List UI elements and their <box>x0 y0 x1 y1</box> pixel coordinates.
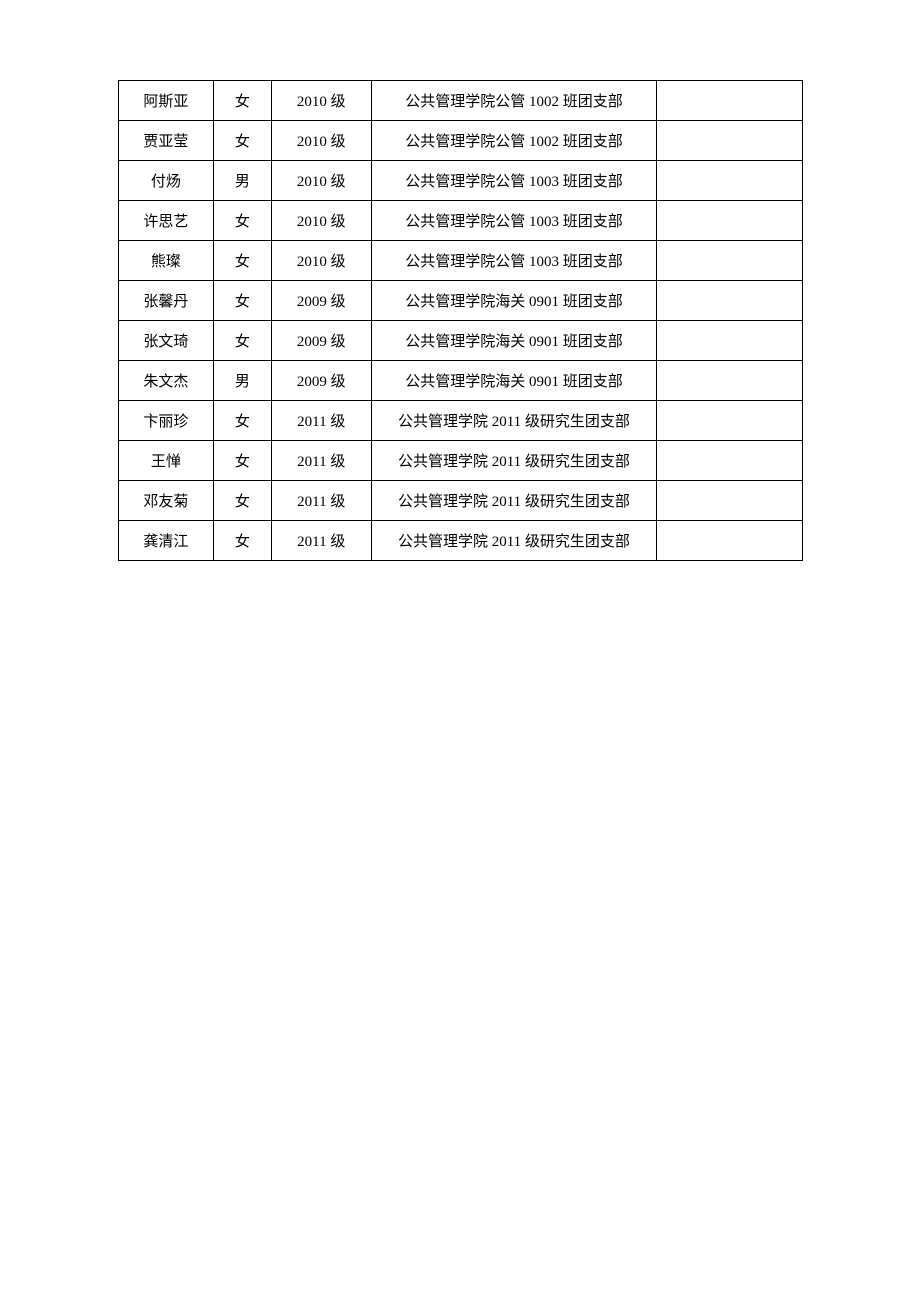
cell-empty <box>657 161 803 201</box>
cell-year: 2009 级 <box>271 361 371 401</box>
cell-gender: 女 <box>213 321 271 361</box>
table-row: 邓友菊 女 2011 级 公共管理学院 2011 级研究生团支部 <box>119 481 803 521</box>
cell-gender: 女 <box>213 201 271 241</box>
student-table-container: 阿斯亚 女 2010 级 公共管理学院公管 1002 班团支部 贾亚莹 女 20… <box>118 80 803 561</box>
cell-gender: 女 <box>213 281 271 321</box>
cell-dept: 公共管理学院海关 0901 班团支部 <box>371 321 657 361</box>
table-row: 付炀 男 2010 级 公共管理学院公管 1003 班团支部 <box>119 161 803 201</box>
cell-gender: 女 <box>213 81 271 121</box>
cell-dept: 公共管理学院海关 0901 班团支部 <box>371 361 657 401</box>
cell-dept: 公共管理学院公管 1003 班团支部 <box>371 241 657 281</box>
cell-gender: 女 <box>213 521 271 561</box>
cell-empty <box>657 81 803 121</box>
cell-empty <box>657 401 803 441</box>
cell-name: 龚清江 <box>119 521 214 561</box>
table-row: 张馨丹 女 2009 级 公共管理学院海关 0901 班团支部 <box>119 281 803 321</box>
table-row: 王惮 女 2011 级 公共管理学院 2011 级研究生团支部 <box>119 441 803 481</box>
cell-empty <box>657 361 803 401</box>
cell-dept: 公共管理学院 2011 级研究生团支部 <box>371 441 657 481</box>
cell-year: 2011 级 <box>271 441 371 481</box>
cell-gender: 女 <box>213 401 271 441</box>
cell-year: 2011 级 <box>271 521 371 561</box>
cell-name: 朱文杰 <box>119 361 214 401</box>
cell-year: 2011 级 <box>271 401 371 441</box>
cell-name: 邓友菊 <box>119 481 214 521</box>
cell-gender: 女 <box>213 481 271 521</box>
cell-empty <box>657 281 803 321</box>
cell-empty <box>657 121 803 161</box>
cell-year: 2010 级 <box>271 161 371 201</box>
cell-empty <box>657 241 803 281</box>
cell-dept: 公共管理学院 2011 级研究生团支部 <box>371 401 657 441</box>
cell-dept: 公共管理学院公管 1003 班团支部 <box>371 201 657 241</box>
cell-year: 2010 级 <box>271 121 371 161</box>
student-table: 阿斯亚 女 2010 级 公共管理学院公管 1002 班团支部 贾亚莹 女 20… <box>118 80 803 561</box>
cell-dept: 公共管理学院公管 1002 班团支部 <box>371 121 657 161</box>
cell-gender: 女 <box>213 121 271 161</box>
cell-name: 张馨丹 <box>119 281 214 321</box>
cell-dept: 公共管理学院公管 1003 班团支部 <box>371 161 657 201</box>
cell-year: 2009 级 <box>271 321 371 361</box>
table-row: 贾亚莹 女 2010 级 公共管理学院公管 1002 班团支部 <box>119 121 803 161</box>
cell-name: 张文琦 <box>119 321 214 361</box>
table-row: 卞丽珍 女 2011 级 公共管理学院 2011 级研究生团支部 <box>119 401 803 441</box>
table-row: 许思艺 女 2010 级 公共管理学院公管 1003 班团支部 <box>119 201 803 241</box>
cell-name: 王惮 <box>119 441 214 481</box>
cell-name: 卞丽珍 <box>119 401 214 441</box>
cell-year: 2010 级 <box>271 81 371 121</box>
cell-gender: 男 <box>213 161 271 201</box>
cell-dept: 公共管理学院海关 0901 班团支部 <box>371 281 657 321</box>
cell-name: 熊璨 <box>119 241 214 281</box>
table-row: 熊璨 女 2010 级 公共管理学院公管 1003 班团支部 <box>119 241 803 281</box>
cell-year: 2009 级 <box>271 281 371 321</box>
cell-gender: 女 <box>213 441 271 481</box>
cell-dept: 公共管理学院公管 1002 班团支部 <box>371 81 657 121</box>
cell-empty <box>657 321 803 361</box>
cell-gender: 女 <box>213 241 271 281</box>
cell-name: 贾亚莹 <box>119 121 214 161</box>
cell-gender: 男 <box>213 361 271 401</box>
cell-year: 2010 级 <box>271 241 371 281</box>
cell-year: 2010 级 <box>271 201 371 241</box>
cell-dept: 公共管理学院 2011 级研究生团支部 <box>371 481 657 521</box>
cell-empty <box>657 481 803 521</box>
table-row: 阿斯亚 女 2010 级 公共管理学院公管 1002 班团支部 <box>119 81 803 121</box>
table-row: 张文琦 女 2009 级 公共管理学院海关 0901 班团支部 <box>119 321 803 361</box>
cell-name: 许思艺 <box>119 201 214 241</box>
cell-dept: 公共管理学院 2011 级研究生团支部 <box>371 521 657 561</box>
table-row: 朱文杰 男 2009 级 公共管理学院海关 0901 班团支部 <box>119 361 803 401</box>
cell-empty <box>657 441 803 481</box>
cell-empty <box>657 201 803 241</box>
table-body: 阿斯亚 女 2010 级 公共管理学院公管 1002 班团支部 贾亚莹 女 20… <box>119 81 803 561</box>
table-row: 龚清江 女 2011 级 公共管理学院 2011 级研究生团支部 <box>119 521 803 561</box>
cell-name: 阿斯亚 <box>119 81 214 121</box>
cell-name: 付炀 <box>119 161 214 201</box>
cell-year: 2011 级 <box>271 481 371 521</box>
cell-empty <box>657 521 803 561</box>
